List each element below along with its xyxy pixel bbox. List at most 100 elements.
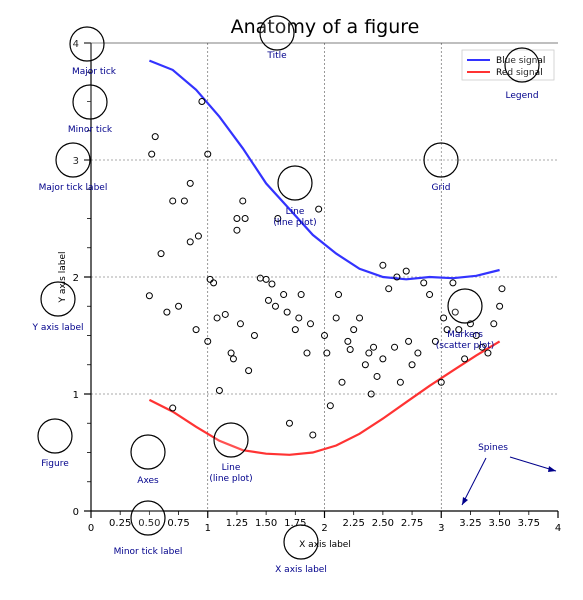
scatter-marker — [408, 361, 416, 369]
scatter-marker — [186, 238, 194, 246]
x-minor-tick-label: 3.25 — [459, 518, 481, 529]
scatter-marker — [370, 343, 378, 351]
y-major-tick-label: 4 — [73, 39, 79, 50]
x-minor-tick-label: 2.25 — [343, 518, 365, 529]
scatter-marker — [306, 320, 314, 328]
scatter-marker — [291, 326, 299, 334]
scatter-marker — [213, 314, 221, 322]
scatter-marker — [373, 372, 381, 380]
scatter-marker — [303, 349, 311, 357]
scatter-marker — [210, 279, 218, 287]
scatter-marker — [420, 279, 428, 287]
scatter-marker — [344, 337, 352, 345]
x-minor-tick-label: 1.75 — [284, 518, 306, 529]
chart-title: Anatomy of a figure — [231, 16, 420, 38]
annotation-circle — [130, 434, 166, 470]
scatter-marker — [396, 378, 404, 386]
scatter-marker — [379, 261, 387, 269]
annotation-circle — [277, 165, 313, 201]
scatter-marker — [264, 296, 272, 304]
scatter-marker — [466, 320, 474, 328]
scatter-marker — [245, 367, 253, 375]
scatter-marker — [227, 349, 235, 357]
scatter-marker — [241, 215, 249, 222]
annotation-label: Spines — [478, 443, 508, 453]
annotation-label: Major tick label — [39, 183, 108, 193]
scatter-marker — [437, 378, 445, 386]
scatter-marker — [163, 308, 171, 316]
annotation-circle — [213, 422, 249, 458]
x-minor-tick-label: 3.50 — [488, 518, 510, 529]
x-minor-tick-label: 0.25 — [109, 518, 131, 529]
scatter-marker — [490, 320, 498, 328]
scatter-marker — [262, 275, 270, 283]
x-minor-tick-label: 2.75 — [401, 518, 423, 529]
x-major-tick-label: 1 — [205, 523, 211, 534]
scatter-marker — [274, 215, 282, 222]
annotation-label: Major tick — [72, 67, 117, 77]
annotation-circle — [130, 500, 166, 536]
scatter-marker — [280, 291, 288, 299]
scatter-marker — [326, 402, 334, 410]
scatter-marker — [145, 292, 153, 300]
annotation-label: Line — [222, 463, 241, 473]
annotation-label: Minor tick — [68, 125, 113, 135]
scatter-marker — [426, 291, 434, 299]
y-major-tick-label: 1 — [73, 390, 79, 401]
annotation-label: Minor tick label — [114, 547, 183, 557]
scatter-marker — [455, 326, 463, 334]
scatter-marker — [472, 332, 480, 339]
scatter-marker — [192, 326, 200, 334]
scatter-marker — [496, 302, 504, 310]
scatter-layer — [145, 98, 506, 439]
x-minor-tick-label: 0.75 — [167, 518, 189, 529]
legend-label: Blue signal — [496, 56, 545, 66]
scatter-marker — [440, 314, 448, 322]
scatter-marker — [206, 275, 214, 283]
x-minor-tick-label: 0.50 — [138, 518, 160, 529]
scatter-marker — [365, 349, 373, 357]
series-layer — [148, 59, 501, 456]
scatter-marker — [356, 314, 364, 322]
x-major-tick-label: 0 — [88, 523, 94, 534]
y-major-tick-label: 0 — [73, 507, 79, 518]
annotation-circle — [283, 524, 319, 560]
y-major-tick-label: 2 — [73, 273, 79, 284]
scatter-marker — [346, 346, 354, 354]
x-minor-tick-label: 1.25 — [226, 518, 248, 529]
scatter-marker — [236, 320, 244, 328]
scatter-marker — [229, 355, 237, 363]
x-minor-tick-label: 2.50 — [372, 518, 394, 529]
annotation-circle — [37, 418, 73, 454]
scatter-marker — [271, 302, 279, 310]
x-major-tick-label: 2 — [321, 523, 327, 534]
x-axis-label: X axis label — [299, 540, 351, 550]
scatter-marker — [204, 337, 212, 345]
red-signal-line — [148, 340, 501, 456]
scatter-marker — [414, 349, 422, 357]
scatter-marker — [443, 326, 451, 334]
scatter-marker — [198, 98, 206, 105]
scatter-marker — [233, 226, 241, 234]
scatter-marker — [350, 326, 358, 334]
annotation-circle — [72, 84, 108, 120]
y-major-tick-label: 3 — [73, 156, 79, 167]
scatter-marker — [335, 291, 343, 299]
scatter-marker — [461, 355, 469, 363]
spines-arrowhead-bottom — [462, 497, 468, 505]
annotation-circle — [504, 47, 540, 83]
x-major-tick-label: 4 — [555, 523, 561, 534]
scatter-marker — [204, 150, 212, 158]
scatter-marker — [285, 419, 293, 427]
annotation-label: (line plot) — [209, 474, 252, 484]
scatter-marker — [449, 279, 457, 287]
x-minor-tick-label: 1.50 — [255, 518, 277, 529]
annotation-circle — [259, 15, 295, 51]
grid — [91, 43, 558, 511]
annotation-circle — [69, 26, 105, 62]
scatter-marker — [148, 150, 156, 158]
scatter-marker — [239, 197, 247, 205]
scatter-marker — [194, 232, 202, 240]
scatter-marker — [157, 250, 165, 258]
annotations-layer: Major tick Minor tick Major tick label Titl… — [31, 15, 557, 575]
